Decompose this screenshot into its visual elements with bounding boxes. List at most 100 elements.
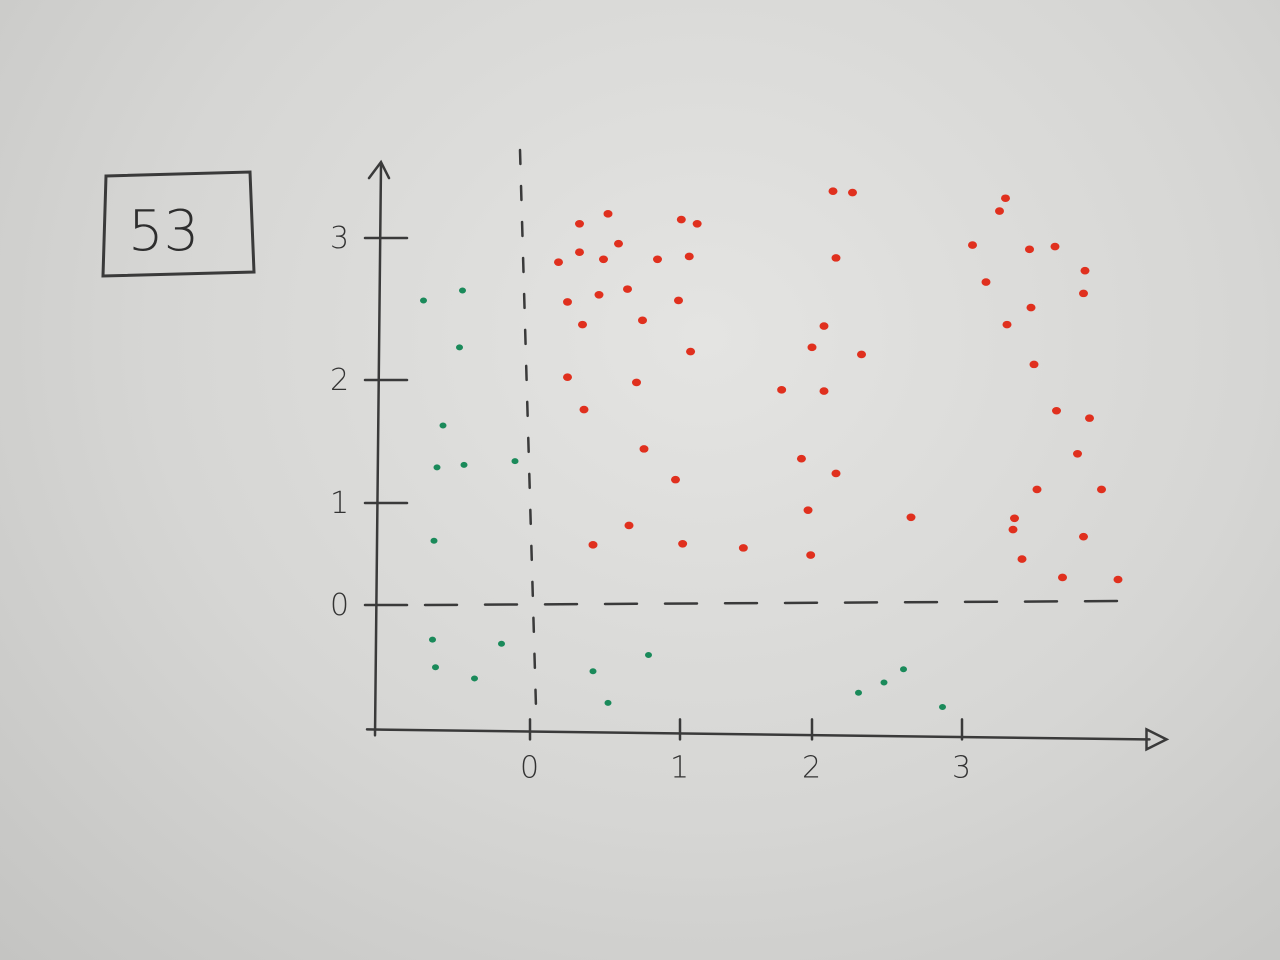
green-point [604,699,612,706]
y-tick-label: 0 [330,588,349,623]
red-point [1008,525,1018,534]
green-point [460,461,468,468]
red-point [554,258,563,266]
red-point [653,255,662,264]
red-point [686,347,696,356]
red-point [674,296,683,305]
red-point [1010,514,1019,523]
red-point [848,188,857,197]
red-point [1032,485,1042,494]
red-point [563,298,572,306]
green-point [900,666,907,673]
green-point [855,689,862,696]
red-point [1079,532,1088,541]
red-point [803,506,813,514]
axes [363,148,1170,752]
x-axis-line [365,728,1151,741]
red-point [981,278,991,286]
green-point [939,704,946,710]
red-point [623,285,632,293]
dashed-line-y0 [423,599,1126,607]
label-box-text: 53 [128,199,199,264]
red-point [632,378,641,387]
red-point [578,320,587,329]
red-point [857,350,866,359]
red-point [1002,320,1012,329]
green-point [432,664,439,671]
label-box: 53 [101,170,256,278]
red-point [1080,266,1090,275]
red-point [807,343,817,352]
x-tick-label: 3 [952,750,971,785]
red-point [738,544,748,552]
red-point [684,252,694,261]
green-point [429,636,436,643]
green-point [880,679,888,686]
red-point [671,475,680,484]
red-point [1029,360,1039,369]
data-points [420,187,1123,710]
red-point [579,405,589,414]
red-point [777,386,787,394]
y-tick-label: 3 [330,221,349,256]
red-point [1052,406,1061,415]
red-point [1025,245,1034,254]
red-point [1001,194,1010,203]
red-point [968,241,977,249]
green-point [459,287,466,294]
red-point [639,445,649,453]
red-point [692,220,702,228]
red-point [1097,485,1106,494]
red-point [828,187,838,195]
red-point [676,215,686,224]
red-point [806,551,816,559]
red-point [1085,414,1094,422]
red-point [624,521,634,530]
red-point [796,454,806,463]
green-point [498,640,505,647]
red-point [819,322,829,330]
red-point [1113,575,1123,584]
x-tick-label: 2 [802,750,821,785]
y-axis-line [373,162,383,737]
red-point [906,513,916,522]
x-tick-label: 0 [520,750,539,785]
y-tick-label: 1 [330,486,349,521]
red-point [819,387,829,395]
red-point [594,291,604,299]
red-point [678,540,688,548]
green-point [511,458,519,465]
x-tick-label: 1 [670,750,689,785]
red-point [1079,289,1088,298]
x-axis-arrow [1145,727,1170,752]
red-point [599,255,608,264]
red-point [1050,242,1060,251]
green-point [645,651,652,658]
green-point [430,537,438,544]
red-point [563,373,572,381]
dashed-line-x0 [518,148,538,709]
tick-labels: 0 1 2 3 0 1 2 3 [330,221,971,785]
red-point [831,469,841,478]
red-point [575,220,584,228]
y-tick-label: 2 [330,363,349,398]
green-point [420,297,427,304]
red-point [1058,573,1067,582]
red-point [575,248,584,256]
red-point [995,207,1004,215]
green-point [589,668,597,675]
red-point [588,541,598,549]
red-point [1073,450,1082,458]
red-point [831,254,841,262]
green-point [433,464,441,471]
green-point [456,344,463,351]
red-point [638,316,647,325]
red-point [1017,555,1027,563]
y-axis-arrow [367,159,391,180]
red-point [614,239,623,248]
red-point [603,210,613,218]
green-point [471,675,478,682]
red-point [1026,303,1036,312]
green-point [439,422,447,429]
